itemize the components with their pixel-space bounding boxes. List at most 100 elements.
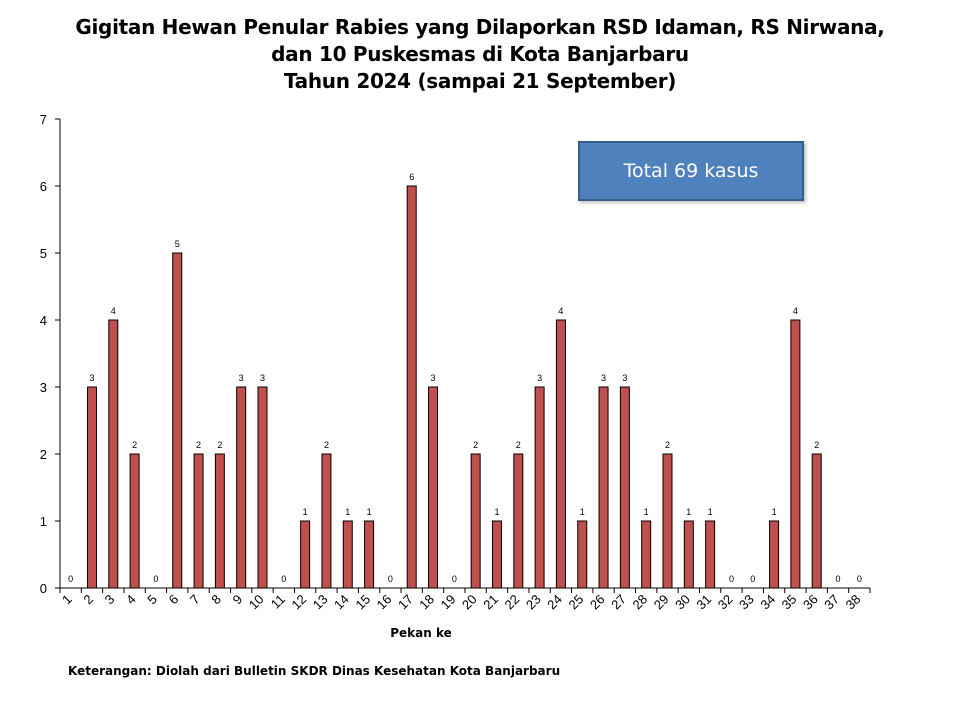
x-tick-label: 38 (843, 592, 864, 613)
data-label: 2 (473, 440, 478, 450)
bar-pekan-3 (108, 319, 119, 589)
bar-pekan-30 (683, 520, 694, 589)
total-cases-box: Total 69 kasus (578, 141, 804, 201)
x-tick-label: 8 (208, 592, 224, 608)
x-tick-label: 29 (651, 592, 672, 613)
chart-title-line-3: Tahun 2024 (sampai 21 September) (283, 69, 677, 93)
bar-pekan-34 (769, 520, 780, 589)
data-label: 2 (516, 440, 521, 450)
bar-pekan-35 (790, 319, 801, 589)
data-label: 0 (836, 574, 841, 584)
x-tick-label: 15 (352, 592, 373, 613)
x-tick-label: 26 (587, 592, 608, 613)
data-label: 2 (814, 440, 819, 450)
bar-pekan-4 (129, 453, 140, 589)
data-label: 5 (175, 239, 180, 249)
x-tick-label: 28 (629, 592, 650, 613)
total-cases-label: Total 69 kasus (623, 160, 759, 182)
data-label: 1 (708, 507, 713, 517)
bar-pekan-20 (470, 453, 481, 589)
data-label: 2 (324, 440, 329, 450)
x-tick-label: 17 (395, 592, 416, 613)
chart-title-line-2: dan 10 Puskesmas di Kota Banjarbaru (271, 42, 689, 66)
data-labels: 0 3 4 2 0 5 2 2 3 3 0 1 2 1 1 0 6 3 0 2 1 2 3 4 1 3 3 1 2 1 1 0 0 1 4 2 0 0 (68, 172, 862, 584)
data-label: 1 (580, 507, 585, 517)
bar-pekan-21 (491, 520, 502, 589)
data-label: 2 (132, 440, 137, 450)
data-label: 0 (729, 574, 734, 584)
y-tick-label: 4 (40, 313, 47, 328)
bar-pekan-29 (662, 453, 673, 589)
x-tick-label: 19 (438, 592, 459, 613)
y-tick-label: 6 (40, 179, 47, 194)
bar-pekan-8 (214, 453, 225, 589)
x-tick-label: 6 (166, 592, 182, 608)
y-tick-label: 2 (40, 447, 47, 462)
x-tick-label: 9 (230, 592, 246, 608)
x-tick-label: 23 (523, 592, 544, 613)
x-tick-label: 10 (246, 592, 267, 613)
bar-pekan-36 (811, 453, 822, 589)
x-tick-label: 4 (123, 592, 139, 608)
x-tick-label: 16 (374, 592, 395, 613)
data-label: 3 (622, 373, 627, 383)
data-label: 1 (367, 507, 372, 517)
bar-pekan-14 (342, 520, 353, 589)
bar-pekan-26 (598, 386, 609, 589)
x-tick-labels: 1 2 3 4 5 6 7 8 9 10 11 12 13 14 15 16 17 18 19 20 21 22 23 24 2… (59, 592, 863, 613)
x-tick-label: 11 (268, 592, 288, 612)
data-label: 1 (686, 507, 691, 517)
x-tick-label: 31 (693, 592, 714, 613)
x-tick-label: 7 (187, 592, 203, 608)
data-label: 0 (68, 574, 73, 584)
data-label: 3 (239, 373, 244, 383)
data-label: 6 (409, 172, 414, 182)
x-tick-label: 2 (80, 592, 96, 608)
data-label: 1 (644, 507, 649, 517)
data-label: 2 (196, 440, 201, 450)
x-tick-label: 21 (480, 592, 501, 613)
data-label: 3 (537, 373, 542, 383)
x-tick-label: 20 (459, 592, 480, 613)
data-label: 0 (388, 574, 393, 584)
data-label: 0 (153, 574, 158, 584)
data-label: 1 (303, 507, 308, 517)
bar-pekan-12 (300, 520, 311, 589)
data-label: 3 (260, 373, 265, 383)
x-tick-label: 1 (59, 592, 75, 608)
data-label: 0 (857, 574, 862, 584)
x-tick-label: 24 (544, 592, 565, 613)
data-label: 3 (601, 373, 606, 383)
bar-pekan-18 (428, 386, 439, 589)
bar-pekan-10 (257, 386, 268, 589)
x-tick-label: 35 (779, 592, 800, 613)
bar-pekan-25 (577, 520, 588, 589)
bar-pekan-17 (406, 185, 417, 589)
chart-title-line-1: Gigitan Hewan Penular Rabies yang Dilapo… (75, 15, 885, 39)
bar-pekan-7 (193, 453, 204, 589)
x-tick-label: 13 (310, 592, 331, 613)
data-label: 0 (452, 574, 457, 584)
x-tick-label: 30 (672, 592, 693, 613)
data-label: 4 (111, 306, 116, 316)
bar-pekan-15 (364, 520, 375, 589)
data-label: 4 (558, 306, 563, 316)
bar-pekan-24 (555, 319, 566, 589)
footnote: Keterangan: Diolah dari Bulletin SKDR Di… (68, 664, 561, 678)
bar-pekan-9 (236, 386, 247, 589)
bar-pekan-28 (641, 520, 652, 589)
data-label: 3 (431, 373, 436, 383)
x-tick-label: 34 (757, 592, 778, 613)
bar-pekan-6 (172, 252, 183, 589)
y-tick-label: 3 (40, 380, 47, 395)
y-tick-label: 1 (40, 514, 47, 529)
x-tick-label: 18 (416, 592, 437, 613)
x-tick-label: 12 (288, 592, 309, 613)
x-tick-label: 37 (821, 592, 842, 613)
y-tick-label: 5 (40, 246, 47, 261)
x-tick-label: 25 (566, 592, 587, 613)
x-tick-label: 36 (800, 592, 821, 613)
y-tick-label: 7 (40, 112, 47, 127)
data-label: 2 (665, 440, 670, 450)
